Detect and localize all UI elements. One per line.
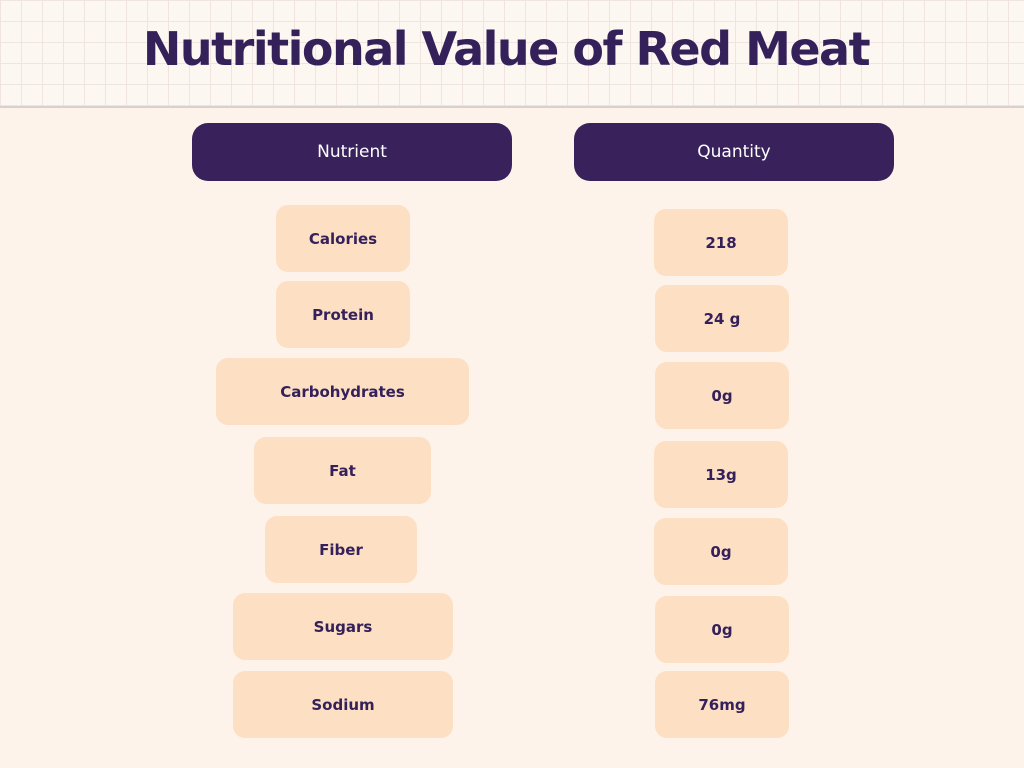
page-title: Nutritional Value of Red Meat xyxy=(142,22,871,76)
quantity-column-header: Quantity xyxy=(574,123,894,181)
quantity-cell: 24 g xyxy=(655,285,789,352)
nutrient-cell: Protein xyxy=(276,281,410,348)
quantity-cell: 218 xyxy=(654,209,788,276)
quantity-cell: 76mg xyxy=(655,671,789,738)
nutrient-column-header: Nutrient xyxy=(192,123,512,181)
quantity-cell: 0g xyxy=(654,518,788,585)
nutrient-cell: Sodium xyxy=(233,671,453,738)
nutrient-cell: Fat xyxy=(254,437,431,504)
nutrient-cell: Sugars xyxy=(233,593,453,660)
quantity-cell: 13g xyxy=(654,441,788,508)
quantity-cell: 0g xyxy=(655,596,789,663)
quantity-cell: 0g xyxy=(655,362,789,429)
title-banner: Nutritional Value of Red Meat xyxy=(0,0,1024,108)
nutrient-cell: Calories xyxy=(276,205,410,272)
nutrient-cell: Carbohydrates xyxy=(216,358,469,425)
nutrient-cell: Fiber xyxy=(265,516,417,583)
